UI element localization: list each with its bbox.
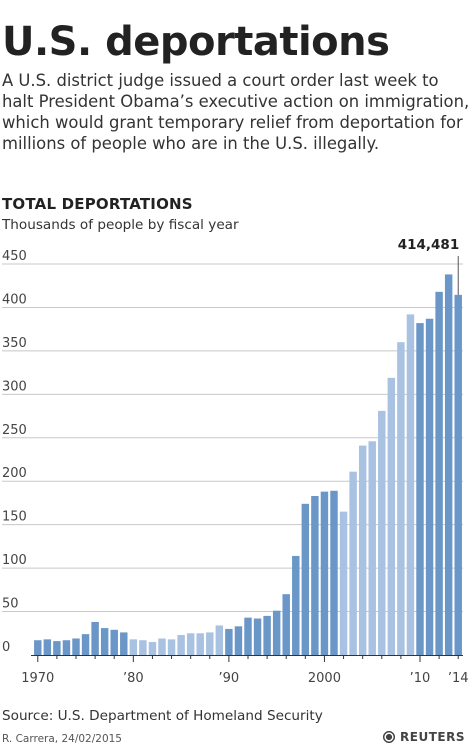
bar [339,511,348,655]
reuters-logo-icon [382,730,397,744]
bar [215,625,224,655]
bar [292,555,300,655]
bar [158,638,166,655]
deportations-bar-chart: 0 50 100 150 200 250 300 350 400 450 1970 ’80 ’90 200… [2,237,469,686]
brand-name: REUTERS [400,730,465,744]
x-tick-label: 1970 [21,671,54,686]
bar [358,445,367,655]
y-tick-label: 50 [2,597,19,612]
bar [397,342,405,655]
y-tick-label: 250 [2,423,27,438]
bar [225,628,233,655]
bar [330,490,338,655]
bar [416,323,424,655]
bar [435,291,443,655]
bar [62,640,71,655]
brand-logo: REUTERS [382,730,465,744]
bar [234,626,243,655]
bar [320,491,329,655]
x-tick-label: ’90 [219,671,240,686]
annotation-value-label: 414,481 [398,237,460,253]
bar [253,618,262,655]
chart-subtitle: Thousands of people by fiscal year [2,217,239,233]
bar [34,640,42,655]
bar [263,615,271,655]
y-tick-label: 400 [2,292,27,307]
x-tick-label: 2000 [308,671,341,686]
bar [186,633,195,655]
bar [81,634,90,655]
y-tick-label: 300 [2,379,27,394]
credit-line: R. Carrera, 24/02/2015 [2,733,122,745]
bar [129,639,138,655]
bar [100,628,109,655]
y-tick-label: 200 [2,466,27,481]
x-tick-label: ’10 [410,671,431,686]
y-tick-label: 0 [2,640,10,655]
bar [311,495,319,655]
bar [349,471,357,655]
bar [72,638,80,655]
bar [148,641,157,655]
bar [282,594,290,655]
bar [196,633,204,655]
y-tick-label: 450 [2,249,27,264]
bar [454,294,462,655]
y-tick-label: 150 [2,510,27,525]
bar [425,318,434,655]
y-tick-label: 350 [2,336,27,351]
bar [110,629,118,655]
bar [244,617,252,655]
bar [444,274,453,655]
bar [368,441,376,655]
x-tick-label: ’14 [448,671,469,686]
intro-paragraph: A U.S. district judge issued a court ord… [2,71,470,153]
bar [91,621,99,655]
bar [406,314,415,655]
bar [177,635,185,655]
chart-title: TOTAL DEPORTATIONS [2,195,193,213]
y-tick-label: 100 [2,553,27,568]
x-tick-label: ’80 [123,671,144,686]
bar [139,640,147,655]
source-note: Source: U.S. Department of Homeland Secu… [2,708,323,724]
bar [120,632,128,655]
bar [206,632,214,655]
bar [43,639,52,655]
bar [378,410,386,655]
bar [167,639,176,655]
bar [301,503,310,655]
bar [387,377,396,655]
bar [53,641,61,655]
page-title: U.S. deportations [2,19,390,65]
bar [272,610,281,655]
